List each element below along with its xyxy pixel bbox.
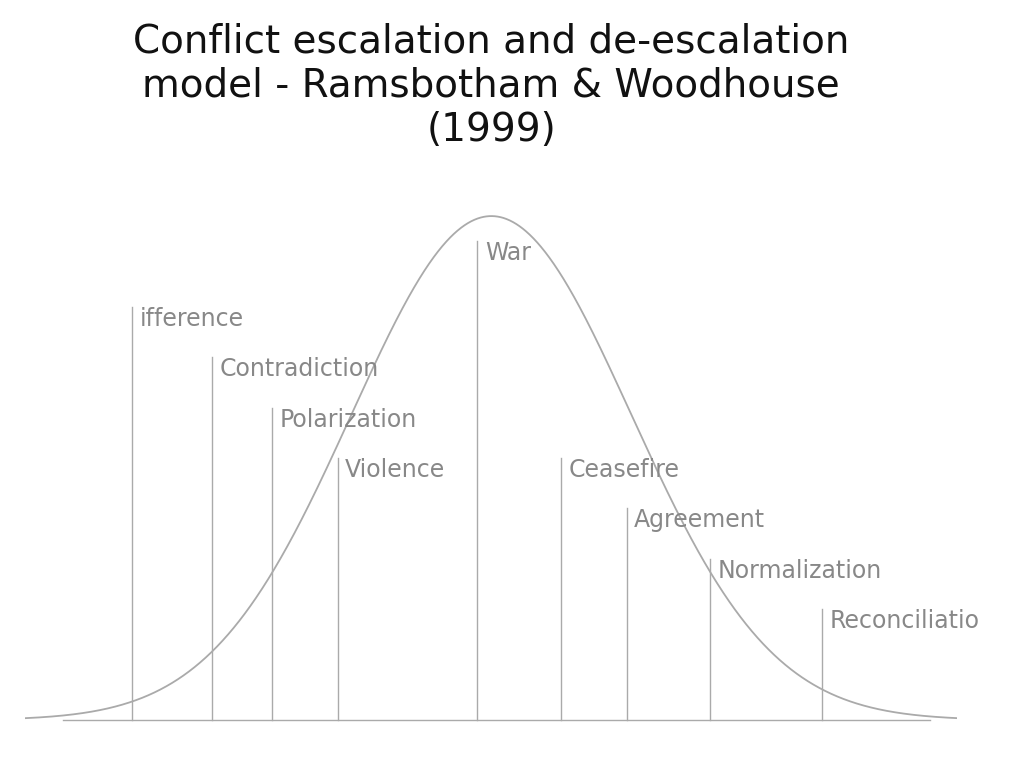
Text: Contradiction: Contradiction bbox=[219, 357, 379, 381]
Title: Conflict escalation and de-escalation
model - Ramsbotham & Woodhouse
(1999): Conflict escalation and de-escalation mo… bbox=[133, 23, 850, 149]
Text: Reconciliatio: Reconciliatio bbox=[829, 609, 980, 634]
Text: Normalization: Normalization bbox=[718, 559, 882, 583]
Text: Polarization: Polarization bbox=[280, 408, 417, 432]
Text: ifference: ifference bbox=[140, 306, 244, 331]
Text: Agreement: Agreement bbox=[634, 508, 765, 532]
Text: War: War bbox=[484, 241, 530, 265]
Text: Violence: Violence bbox=[345, 458, 445, 482]
Text: Ceasefire: Ceasefire bbox=[568, 458, 680, 482]
